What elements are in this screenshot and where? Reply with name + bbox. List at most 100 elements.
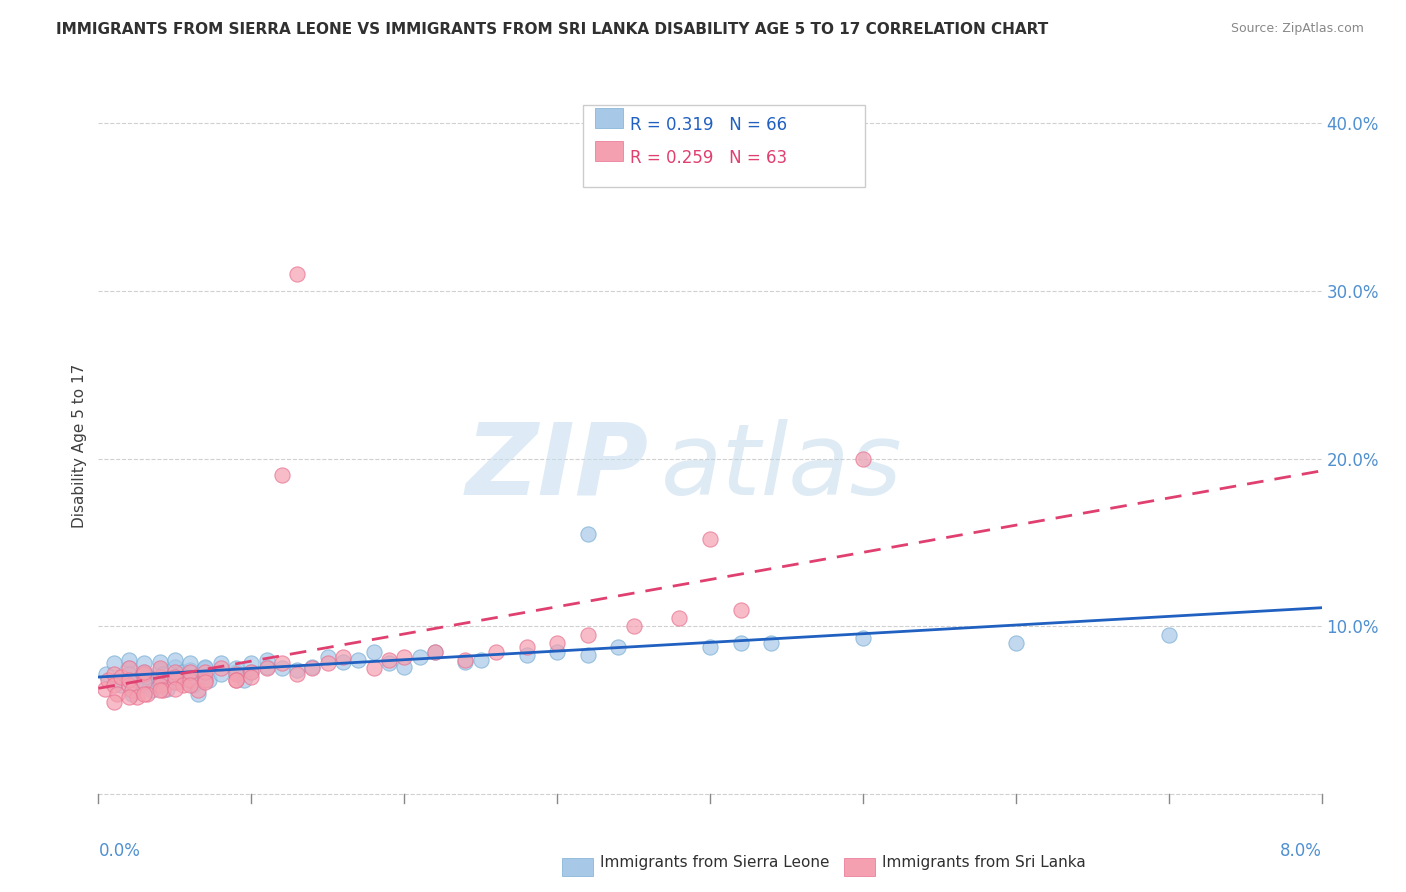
Point xyxy=(156,681,179,696)
Point xyxy=(134,665,156,679)
Point xyxy=(118,661,141,675)
Point xyxy=(118,661,141,675)
Point xyxy=(240,657,263,671)
Point xyxy=(194,661,217,675)
Point xyxy=(163,681,186,696)
Point xyxy=(301,660,323,674)
Point xyxy=(179,665,201,679)
Point xyxy=(194,665,217,679)
Point xyxy=(1004,636,1026,650)
Point xyxy=(197,673,219,688)
Point xyxy=(852,451,875,466)
Point xyxy=(209,657,232,671)
Point xyxy=(270,661,294,675)
Text: ZIP: ZIP xyxy=(465,419,650,516)
Point xyxy=(546,636,568,650)
Point xyxy=(152,683,174,698)
Point xyxy=(225,665,247,679)
Point xyxy=(225,666,247,681)
Point xyxy=(270,657,294,671)
Point xyxy=(852,632,875,646)
Text: Immigrants from Sri Lanka: Immigrants from Sri Lanka xyxy=(882,855,1085,870)
Point xyxy=(285,267,308,281)
Point xyxy=(179,657,201,671)
Point xyxy=(136,687,159,701)
Point xyxy=(516,648,538,662)
Point xyxy=(187,683,209,698)
Point xyxy=(668,611,690,625)
Point xyxy=(187,687,209,701)
Point xyxy=(256,660,278,674)
Point xyxy=(118,653,141,667)
Point xyxy=(316,649,339,664)
Point xyxy=(225,673,247,688)
Point xyxy=(134,678,156,692)
Point xyxy=(179,678,201,692)
Point xyxy=(134,674,156,689)
Point xyxy=(363,645,385,659)
Point xyxy=(149,683,172,698)
Point xyxy=(209,661,232,675)
Point xyxy=(93,681,115,696)
Point xyxy=(179,663,201,677)
Point xyxy=(121,687,143,701)
Point xyxy=(134,687,156,701)
Point xyxy=(332,655,354,669)
Point xyxy=(209,666,232,681)
Point xyxy=(149,670,172,684)
Text: R = 0.259   N = 63: R = 0.259 N = 63 xyxy=(630,149,787,167)
Point xyxy=(134,657,156,671)
Point xyxy=(454,653,477,667)
Point xyxy=(454,655,477,669)
Point xyxy=(152,666,174,681)
Point xyxy=(172,678,194,692)
Point xyxy=(103,678,125,692)
Point xyxy=(172,665,194,679)
Point xyxy=(607,640,630,654)
Point xyxy=(118,666,141,681)
Point xyxy=(392,660,416,674)
Point xyxy=(103,657,125,671)
Point xyxy=(576,628,599,642)
Point xyxy=(285,663,308,677)
Point xyxy=(194,670,217,684)
Point xyxy=(347,653,370,667)
Point xyxy=(392,649,416,664)
Text: 0.0%: 0.0% xyxy=(98,842,141,860)
Text: 8.0%: 8.0% xyxy=(1279,842,1322,860)
Point xyxy=(730,603,752,617)
Point xyxy=(149,661,172,675)
Point xyxy=(546,645,568,659)
Point xyxy=(163,668,186,682)
Point xyxy=(136,670,159,684)
Text: Immigrants from Sierra Leone: Immigrants from Sierra Leone xyxy=(600,855,830,870)
Point xyxy=(163,670,186,684)
Point xyxy=(179,672,201,686)
Point xyxy=(163,665,186,679)
Point xyxy=(730,636,752,650)
Text: Source: ZipAtlas.com: Source: ZipAtlas.com xyxy=(1230,22,1364,36)
Point xyxy=(134,665,156,679)
Point xyxy=(194,674,217,689)
Point xyxy=(699,640,721,654)
Point xyxy=(1157,628,1180,642)
Point xyxy=(225,661,247,675)
Point xyxy=(125,673,148,688)
Point xyxy=(149,663,172,677)
Point xyxy=(240,670,263,684)
Point xyxy=(699,532,721,546)
Point xyxy=(256,661,278,675)
Point xyxy=(149,678,172,692)
Point xyxy=(576,527,599,541)
Point xyxy=(378,657,401,671)
Point xyxy=(516,640,538,654)
Point xyxy=(256,653,278,667)
Point xyxy=(94,666,117,681)
Point xyxy=(240,665,263,679)
Text: atlas: atlas xyxy=(661,419,903,516)
Point xyxy=(759,636,782,650)
Point xyxy=(179,673,201,688)
Point xyxy=(141,683,163,698)
Point xyxy=(623,619,645,633)
Point xyxy=(134,666,156,681)
